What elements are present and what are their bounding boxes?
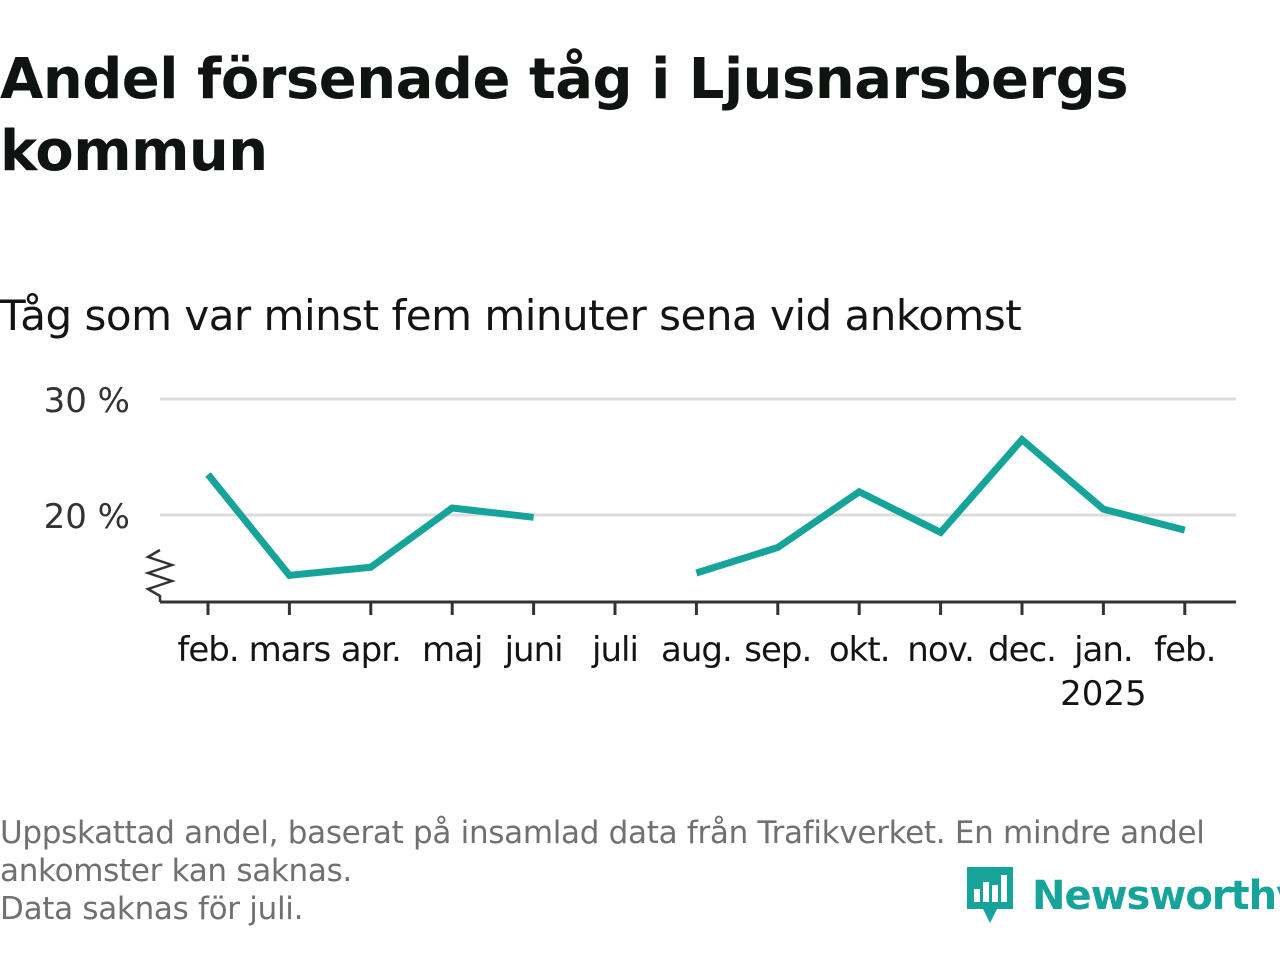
x-tick-label: mars: [249, 630, 331, 670]
x-tick-label: dec.: [988, 630, 1056, 670]
line-chart: 20 % 30 % feb. mars apr. maj juni juli aug. sep. o…: [44, 381, 1236, 714]
footnote-line-3: Data saknas för juli.: [0, 891, 304, 927]
x-tick-label: maj: [422, 630, 482, 670]
x-tick-label: okt.: [829, 630, 890, 670]
x-tick-label: nov.: [907, 630, 974, 670]
x-tick-label: juli: [591, 630, 638, 670]
y-axis-break-icon: [144, 548, 176, 602]
brand-name: Newsworthy: [1032, 873, 1280, 919]
x-year-label: 2025: [1060, 674, 1147, 714]
x-tick-label: feb.: [177, 630, 238, 670]
x-tick-label: jan.: [1073, 630, 1133, 670]
footnote: Uppskattad andel, baserat på insamlad da…: [0, 814, 1270, 928]
footnote-line-1: Uppskattad andel, baserat på insamlad da…: [0, 815, 1205, 851]
chart-subtitle: Tåg som var minst fem minuter sena vid a…: [0, 291, 1022, 340]
x-tick-label: sep.: [744, 630, 811, 670]
chart-title: Andel försenade tåg i Ljusnarsbergs komm…: [0, 47, 1129, 184]
x-tick-label: feb.: [1154, 630, 1215, 670]
brand-logo: Newsworthy: [964, 864, 1280, 928]
series-line-segment: [205, 472, 534, 579]
newsworthy-logo-icon: [967, 867, 1013, 923]
x-tick-label: apr.: [341, 630, 401, 670]
y-tick-label: 30 %: [44, 381, 130, 421]
x-tick-label: aug.: [661, 630, 732, 670]
series-line-segment: [695, 434, 1186, 577]
footnote-line-2: ankomster kan saknas.: [0, 853, 352, 889]
y-tick-label: 20 %: [44, 497, 130, 537]
x-tick-label: juni: [504, 630, 563, 670]
